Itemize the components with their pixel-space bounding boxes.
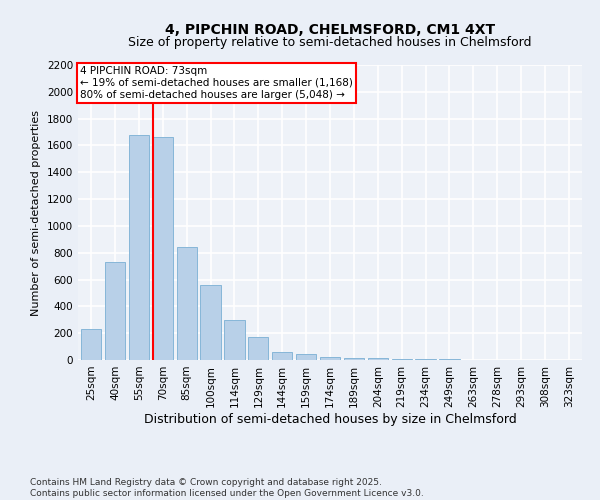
Bar: [296, 354, 316, 360]
Text: Contains HM Land Registry data © Crown copyright and database right 2025.
Contai: Contains HM Land Registry data © Crown c…: [30, 478, 424, 498]
Bar: [392, 359, 412, 360]
Bar: [368, 358, 388, 360]
Bar: [152, 138, 173, 360]
Y-axis label: Number of semi-detached properties: Number of semi-detached properties: [31, 110, 41, 316]
Bar: [105, 262, 125, 360]
Text: 4, PIPCHIN ROAD, CHELMSFORD, CM1 4XT: 4, PIPCHIN ROAD, CHELMSFORD, CM1 4XT: [165, 22, 495, 36]
Bar: [200, 285, 221, 360]
Text: 4 PIPCHIN ROAD: 73sqm
← 19% of semi-detached houses are smaller (1,168)
80% of s: 4 PIPCHIN ROAD: 73sqm ← 19% of semi-deta…: [80, 66, 353, 100]
Bar: [272, 352, 292, 360]
X-axis label: Distribution of semi-detached houses by size in Chelmsford: Distribution of semi-detached houses by …: [143, 412, 517, 426]
Bar: [344, 358, 364, 360]
Bar: [320, 356, 340, 360]
Bar: [248, 336, 268, 360]
Bar: [129, 134, 149, 360]
Bar: [224, 320, 245, 360]
Bar: [81, 329, 101, 360]
Bar: [176, 248, 197, 360]
Text: Size of property relative to semi-detached houses in Chelmsford: Size of property relative to semi-detach…: [128, 36, 532, 49]
